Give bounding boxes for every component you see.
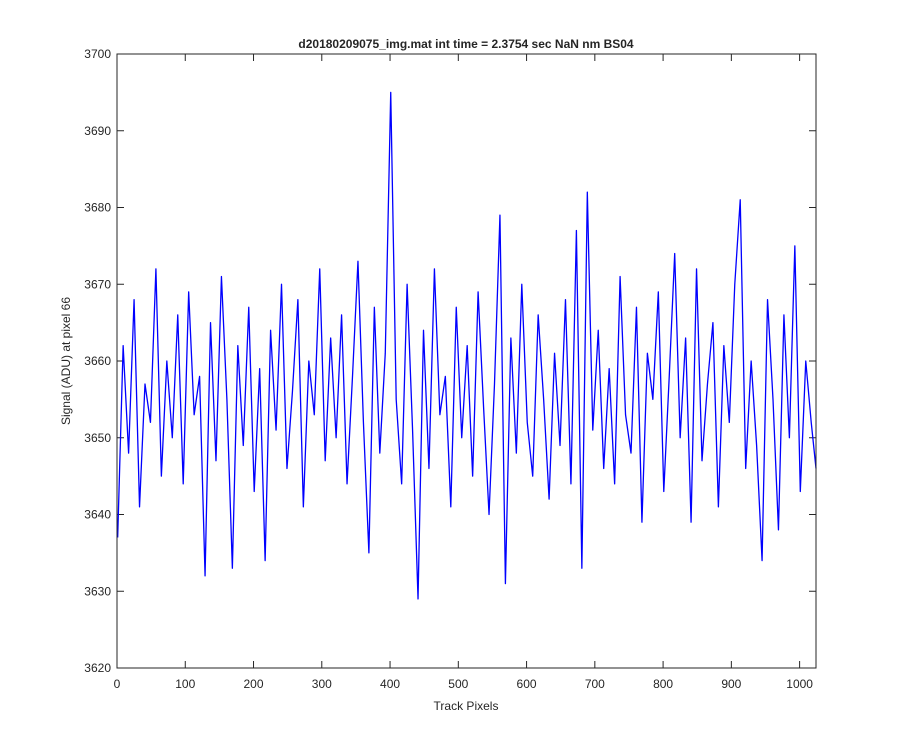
x-tick-label: 700 xyxy=(585,677,605,691)
x-tick-label: 200 xyxy=(244,677,264,691)
y-tick-label: 3700 xyxy=(84,47,111,61)
y-tick-label: 3690 xyxy=(84,124,111,138)
x-tick-label: 1000 xyxy=(786,677,813,691)
data-line xyxy=(117,91,817,600)
x-tick-label: 400 xyxy=(380,677,400,691)
y-axis-label: Signal (ADU) at pixel 66 xyxy=(59,297,73,425)
x-axis-label: Track Pixels xyxy=(434,699,499,713)
x-tick-label: 0 xyxy=(114,677,121,691)
y-tick-label: 3660 xyxy=(84,354,111,368)
x-tick-label: 500 xyxy=(448,677,468,691)
y-tick-label: 3650 xyxy=(84,431,111,445)
y-tick-label: 3670 xyxy=(84,277,111,291)
y-tick-label: 3680 xyxy=(84,201,111,215)
y-tick-label: 3640 xyxy=(84,508,111,522)
x-tick-label: 900 xyxy=(721,677,741,691)
x-tick-label: 300 xyxy=(312,677,332,691)
x-tick-label: 800 xyxy=(653,677,673,691)
x-tick-label: 600 xyxy=(517,677,537,691)
y-tick-label: 3630 xyxy=(84,584,111,598)
y-tick-label: 3620 xyxy=(84,661,111,675)
plot-frame xyxy=(116,53,817,669)
chart-title: d20180209075_img.mat int time = 2.3754 s… xyxy=(298,37,634,51)
x-tick-label: 100 xyxy=(175,677,195,691)
